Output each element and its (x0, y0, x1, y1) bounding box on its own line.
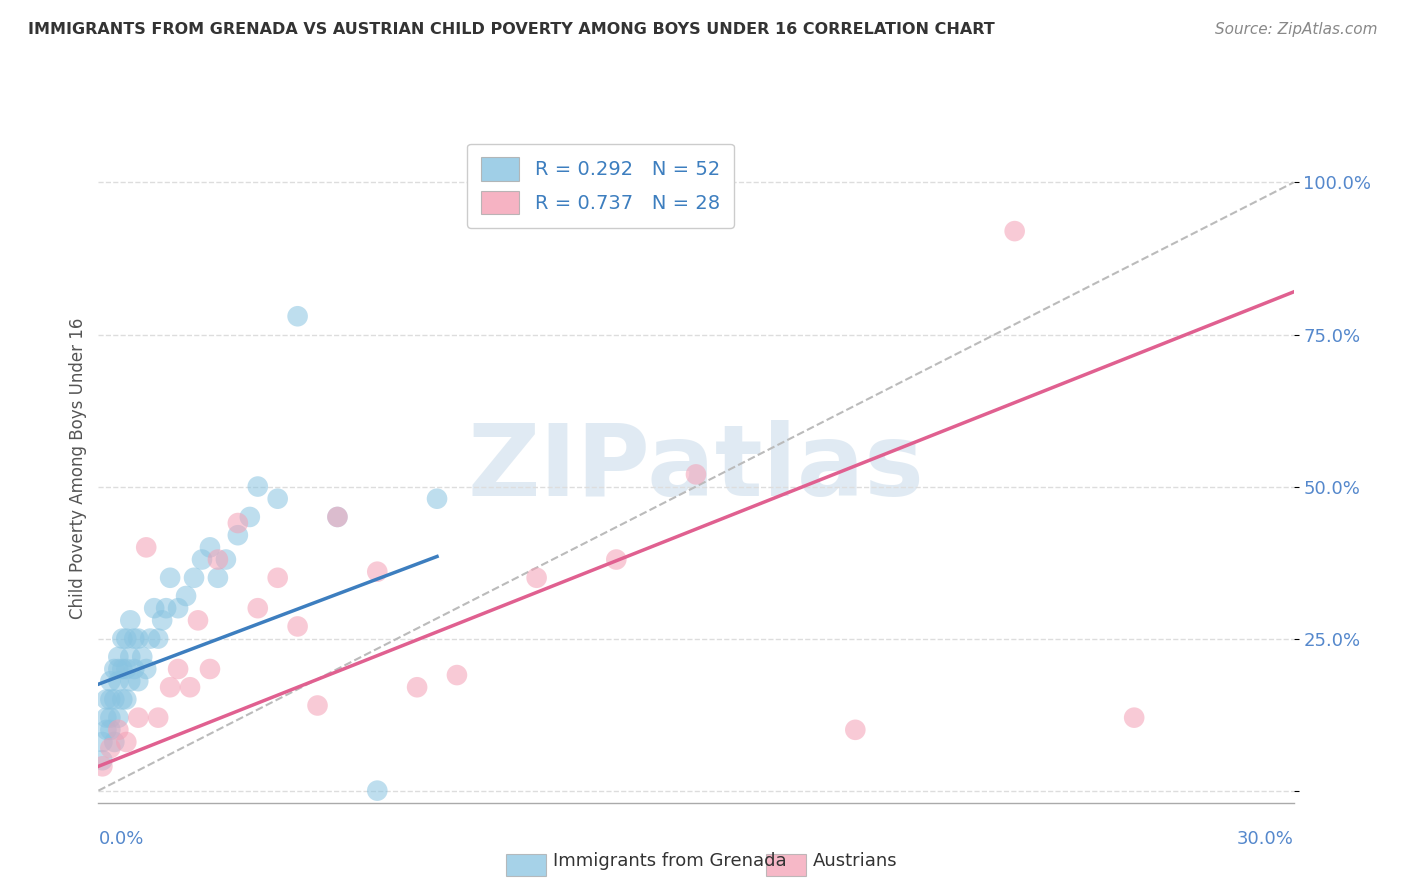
Point (167, 662, 190, 676)
Point (148, 711, 170, 725)
Point (115, 662, 138, 676)
Text: ZIPatlas: ZIPatlas (468, 420, 924, 516)
Point (155, 601, 177, 615)
Point (366, 783, 388, 797)
Point (246, 479, 269, 493)
Point (426, 491, 449, 506)
Point (239, 510, 262, 524)
Point (267, 491, 290, 506)
Point (1004, 224, 1026, 238)
Point (103, 662, 125, 676)
Point (111, 632, 134, 646)
Point (844, 723, 866, 737)
Text: 0.0%: 0.0% (98, 830, 143, 847)
Point (98, 711, 122, 725)
Point (103, 692, 125, 706)
Point (91, 735, 114, 749)
Point (198, 541, 221, 555)
Point (207, 552, 229, 566)
Point (107, 662, 129, 676)
Point (91, 759, 114, 773)
Point (107, 674, 129, 689)
Text: Austrians: Austrians (813, 852, 897, 870)
Point (91, 753, 114, 767)
Point (98, 674, 122, 689)
Point (326, 510, 349, 524)
Point (107, 649, 129, 664)
Point (167, 601, 190, 615)
Point (605, 552, 627, 566)
Legend: R = 0.292   N = 52, R = 0.737   N = 28: R = 0.292 N = 52, R = 0.737 N = 28 (467, 144, 734, 228)
Point (183, 571, 205, 585)
Point (120, 613, 142, 627)
Point (127, 711, 149, 725)
Point (135, 541, 157, 555)
Point (148, 632, 170, 646)
Point (150, 613, 173, 627)
Point (267, 571, 290, 585)
Point (103, 735, 125, 749)
Point (187, 613, 209, 627)
Point (111, 662, 134, 676)
Text: Immigrants from Grenada: Immigrants from Grenada (553, 852, 786, 870)
Point (174, 589, 197, 603)
Point (96, 723, 118, 737)
Text: IMMIGRANTS FROM GRENADA VS AUSTRIAN CHILD POVERTY AMONG BOYS UNDER 16 CORRELATIO: IMMIGRANTS FROM GRENADA VS AUSTRIAN CHIL… (28, 22, 995, 37)
Point (1123, 711, 1146, 725)
Point (127, 674, 149, 689)
Point (406, 680, 429, 694)
Point (287, 619, 309, 633)
Point (107, 723, 129, 737)
Point (179, 680, 201, 694)
Point (215, 552, 238, 566)
Point (115, 735, 138, 749)
Point (526, 571, 548, 585)
Point (111, 692, 134, 706)
Point (226, 516, 249, 530)
Point (115, 632, 138, 646)
Point (198, 662, 221, 676)
Point (326, 510, 349, 524)
Point (139, 632, 162, 646)
Point (124, 632, 146, 646)
Y-axis label: Child Poverty Among Boys Under 16: Child Poverty Among Boys Under 16 (69, 318, 87, 619)
Point (98, 692, 122, 706)
Text: Source: ZipAtlas.com: Source: ZipAtlas.com (1215, 22, 1378, 37)
Point (98, 741, 122, 756)
Point (131, 649, 153, 664)
Point (135, 662, 157, 676)
Point (246, 601, 269, 615)
Point (159, 571, 181, 585)
Point (159, 680, 181, 694)
Point (98, 723, 122, 737)
Point (96, 692, 118, 706)
Point (120, 674, 142, 689)
Text: 30.0%: 30.0% (1237, 830, 1294, 847)
Point (107, 711, 129, 725)
Point (287, 310, 309, 324)
Point (120, 649, 142, 664)
Point (366, 565, 388, 579)
Point (207, 571, 229, 585)
Point (307, 698, 329, 713)
Point (446, 668, 468, 682)
Point (226, 528, 249, 542)
Point (191, 552, 214, 566)
Point (127, 632, 149, 646)
Point (143, 601, 166, 615)
Point (685, 467, 707, 482)
Point (115, 692, 138, 706)
Point (124, 662, 146, 676)
Point (96, 711, 118, 725)
